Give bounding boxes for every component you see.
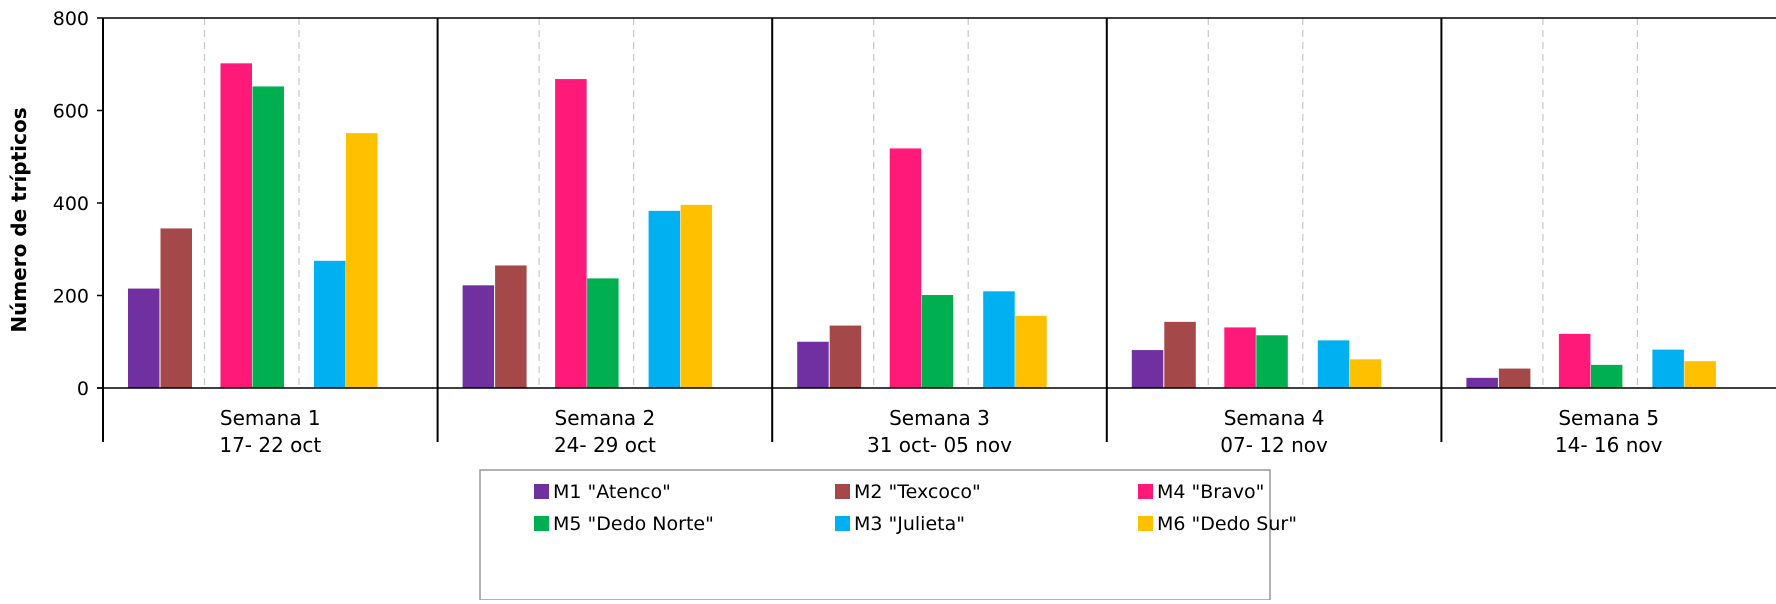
bar-4-4 — [1256, 335, 1288, 388]
legend-label: M1 "Atenco" — [553, 481, 671, 503]
bar-6-1 — [346, 133, 378, 388]
x-tick-labels: Semana 1 17- 22 oct Semana 2 24- 29 oct Sema… — [219, 406, 1662, 457]
x-tick-label-week: Semana 1 — [220, 406, 321, 430]
bar-2-4 — [1164, 321, 1196, 388]
bar-6-3 — [1015, 315, 1047, 388]
legend-swatch — [835, 516, 850, 531]
legend-swatch — [534, 516, 549, 531]
bar-4-1 — [252, 86, 284, 388]
legend: M1 "Atenco" M2 "Texcoco" M4 "Bravo" M5 "Ded… — [479, 469, 1297, 601]
bar-3-3 — [889, 148, 922, 388]
bar-1-2 — [462, 285, 495, 388]
bar-3-5 — [1558, 333, 1591, 388]
bar-2-5 — [1498, 368, 1531, 388]
y-axis-label: Número de trípticos — [7, 107, 31, 332]
y-tick-label: 200 — [53, 286, 89, 308]
bar-1-5 — [1466, 377, 1498, 388]
bar-4-2 — [587, 278, 619, 388]
bars — [128, 63, 1716, 389]
x-tick-label-week: Semana 3 — [889, 406, 990, 430]
bar-1-1 — [128, 288, 160, 388]
bar-3-1 — [220, 63, 252, 388]
bar-2-2 — [495, 265, 527, 388]
bar-3-2 — [555, 79, 587, 389]
x-tick-label-dates: 24- 29 oct — [554, 433, 656, 457]
bar-1-4 — [1131, 350, 1164, 388]
bar-5-3 — [983, 291, 1015, 388]
bar-2-1 — [160, 228, 192, 388]
y-tick-label: 400 — [53, 193, 89, 215]
y-tick-label: 600 — [53, 101, 89, 123]
bar-5-1 — [314, 260, 346, 388]
legend-label: M2 "Texcoco" — [854, 481, 981, 503]
axes — [97, 17, 1776, 442]
legend-label: M3 "Julieta" — [854, 513, 965, 535]
bar-6-4 — [1349, 359, 1382, 388]
x-tick-label-dates: 31 oct- 05 nov — [867, 433, 1012, 457]
legend-swatch — [835, 484, 850, 499]
bar-5-5 — [1652, 349, 1684, 388]
x-tick-label-week: Semana 2 — [555, 406, 656, 430]
bar-5-4 — [1317, 340, 1350, 388]
bar-6-5 — [1684, 361, 1716, 388]
legend-label: M5 "Dedo Norte" — [553, 513, 714, 535]
x-tick-label-week: Semana 5 — [1558, 406, 1659, 430]
y-tick-label: 0 — [77, 378, 89, 400]
legend-label: M4 "Bravo" — [1157, 481, 1264, 503]
gridlines — [203, 18, 1639, 388]
legend-label: M6 "Dedo Sur" — [1157, 513, 1297, 535]
bar-2-3 — [829, 325, 862, 388]
legend-swatch — [1138, 484, 1153, 499]
bar-3-4 — [1224, 327, 1256, 388]
x-tick-label-dates: 17- 22 oct — [219, 433, 321, 457]
bar-6-2 — [680, 204, 713, 388]
y-tick-label: 800 — [53, 8, 89, 30]
bar-5-2 — [648, 210, 681, 388]
legend-swatch — [534, 484, 549, 499]
bar-1-3 — [797, 341, 829, 388]
bar-4-5 — [1590, 364, 1623, 388]
y-tick-labels: 0 200 400 600 800 — [53, 8, 89, 400]
x-tick-label-dates: 07- 12 nov — [1220, 433, 1328, 457]
bar-4-3 — [921, 295, 954, 388]
x-tick-label-week: Semana 4 — [1224, 406, 1325, 430]
legend-swatch — [1138, 516, 1153, 531]
x-tick-label-dates: 14- 16 nov — [1555, 433, 1663, 457]
